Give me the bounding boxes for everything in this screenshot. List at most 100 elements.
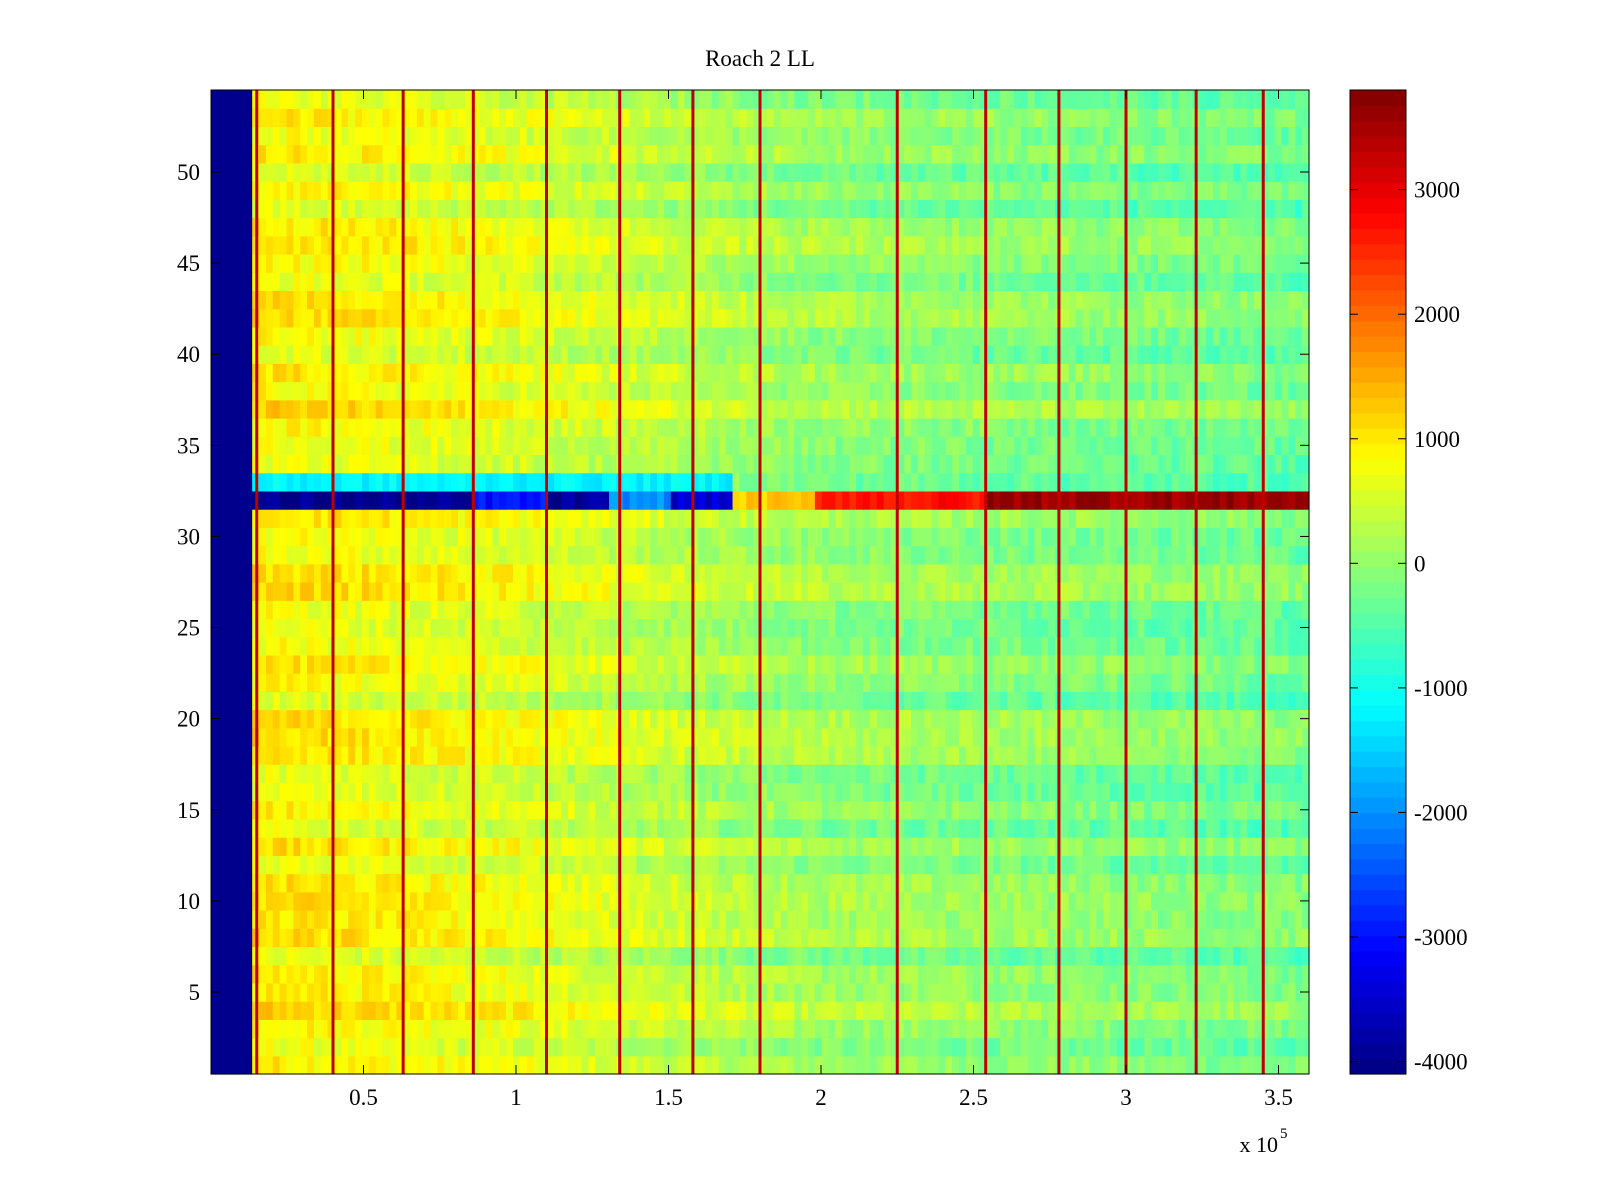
heatmap-cell (636, 964, 644, 984)
heatmap-cell (897, 873, 905, 893)
heatmap-cell (533, 527, 541, 547)
heatmap-cell (1288, 563, 1296, 583)
heatmap-cell (1267, 527, 1276, 547)
heatmap-cell (478, 928, 487, 948)
heatmap-cell (883, 946, 891, 966)
heatmap-cell (1109, 654, 1118, 674)
heatmap-cell (217, 709, 226, 729)
heatmap-cell (718, 709, 727, 729)
heatmap-cell (1116, 891, 1125, 911)
heatmap-cell (1130, 545, 1139, 565)
heatmap-cell (1295, 800, 1303, 820)
heatmap-cell (636, 545, 644, 565)
heatmap-cell (787, 818, 795, 838)
heatmap-cell (1206, 636, 1214, 656)
heatmap-cell (609, 1001, 617, 1020)
heatmap-cell (835, 545, 843, 565)
heatmap-cell (547, 782, 555, 802)
heatmap-cell (952, 709, 960, 729)
heatmap-cell (910, 673, 919, 692)
heatmap-cell (904, 873, 912, 893)
heatmap-cell (986, 782, 994, 802)
heatmap-cell (396, 509, 404, 528)
heatmap-cell (355, 782, 363, 802)
heatmap-cell (506, 582, 514, 601)
heatmap-cell (444, 910, 452, 929)
heatmap-cell (533, 818, 541, 838)
heatmap-cell (1007, 855, 1015, 875)
heatmap-cell (526, 600, 535, 620)
heatmap-cell (1281, 618, 1290, 638)
heatmap-cell (231, 563, 240, 583)
heatmap-cell (1048, 582, 1056, 601)
heatmap-cell (1061, 600, 1070, 620)
heatmap-cell (423, 873, 432, 893)
heatmap-cell (375, 764, 384, 784)
heatmap-cell (725, 1055, 734, 1075)
heatmap-cell (1164, 910, 1173, 929)
heatmap-cell (986, 928, 994, 948)
heatmap-cell (1158, 782, 1166, 802)
heatmap-cell (677, 910, 686, 929)
heatmap-cell (663, 618, 672, 638)
heatmap-cell (1027, 964, 1036, 984)
heatmap-cell (348, 636, 356, 656)
heatmap-cell (396, 673, 404, 692)
heatmap-cell (1013, 1001, 1022, 1020)
heatmap-cell (307, 782, 315, 802)
heatmap-cell (1103, 1001, 1111, 1020)
heatmap-cell (334, 654, 342, 674)
heatmap-cell (327, 636, 336, 656)
heatmap-cell (1061, 636, 1070, 656)
heatmap-cell (862, 818, 871, 838)
heatmap-cell (1226, 1037, 1235, 1057)
heatmap-cell (657, 673, 665, 692)
heatmap-cell (1096, 837, 1104, 856)
heatmap-cell (279, 691, 288, 711)
heatmap-cell (1274, 545, 1283, 565)
heatmap-cell (368, 800, 377, 820)
heatmap-cell (560, 818, 569, 838)
heatmap-cell (554, 527, 562, 547)
heatmap-cell (272, 1001, 281, 1020)
heatmap-cell (814, 837, 823, 856)
heatmap-cell (972, 837, 981, 856)
heatmap-cell (698, 1019, 706, 1039)
heatmap-cell (862, 964, 871, 984)
heatmap-cell (711, 1055, 720, 1075)
heatmap-cell (1137, 709, 1145, 729)
heatmap-cell (293, 673, 301, 692)
heatmap-cell (499, 1037, 507, 1057)
heatmap-cell (780, 982, 789, 1002)
heatmap-cell (876, 509, 885, 528)
heatmap-cell (718, 1019, 727, 1039)
heatmap-cell (890, 764, 898, 784)
heatmap-cell (1288, 1001, 1296, 1020)
heatmap-cell (732, 545, 741, 565)
heatmap-cell (636, 855, 644, 875)
heatmap-cell (1267, 946, 1276, 966)
heatmap-cell (471, 1055, 480, 1075)
heatmap-cell (938, 527, 946, 547)
heatmap-cell (1089, 837, 1097, 856)
heatmap-cell (1302, 654, 1310, 674)
heatmap-cell (663, 764, 672, 784)
heatmap-cell (835, 600, 843, 620)
heatmap-cell (1007, 563, 1015, 583)
heatmap-cell (1158, 746, 1166, 765)
heatmap-cell (259, 654, 267, 674)
heatmap-cell (1267, 837, 1276, 856)
heatmap-cell (622, 1001, 631, 1020)
heatmap-cell (746, 964, 754, 984)
heatmap-cell (334, 800, 342, 820)
heatmap-cell (231, 1001, 240, 1020)
heatmap-cell (636, 673, 644, 692)
heatmap-cell (272, 800, 281, 820)
heatmap-cell (917, 527, 926, 547)
heatmap-cell (1116, 709, 1125, 729)
heatmap-cell (334, 782, 342, 802)
heatmap-cell (1151, 673, 1159, 692)
heatmap-cell (403, 746, 411, 765)
heatmap-cell (602, 545, 610, 565)
heatmap-cell (1020, 691, 1029, 711)
